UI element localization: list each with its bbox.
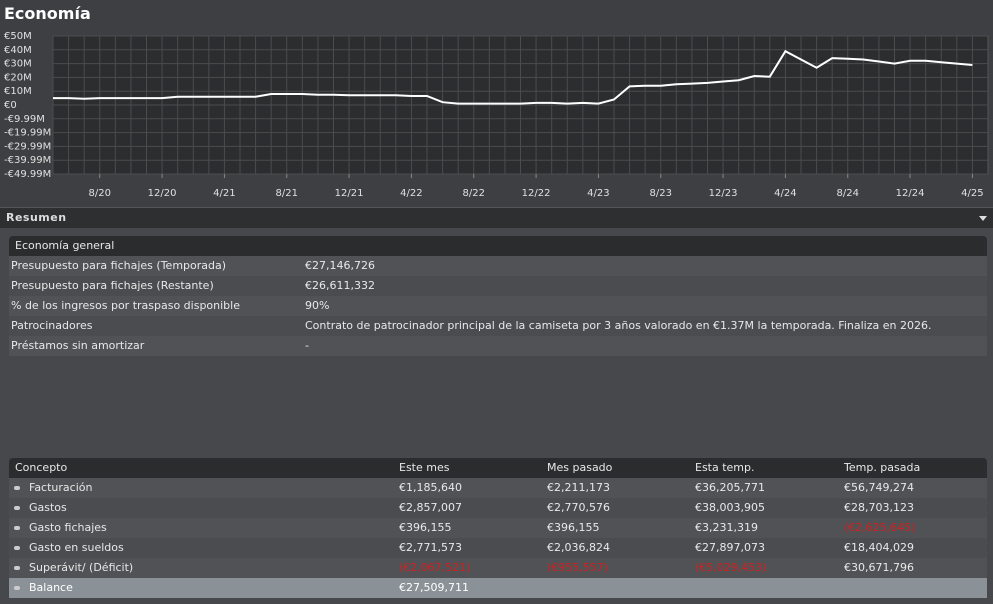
cell: Balance [29, 581, 73, 594]
page-title: Economía [4, 4, 91, 23]
cell: €2,857,007 [399, 501, 462, 514]
cell: (€955,557) [547, 561, 609, 574]
y-tick-label: -€29.99M [4, 141, 51, 152]
expand-icon [14, 526, 20, 530]
x-tick-label: 8/22 [463, 188, 485, 199]
y-tick-label: €50M [4, 31, 32, 42]
x-tick-label: 12/23 [709, 188, 738, 199]
table-header: Concepto Este mes Mes pasado Esta temp. Temp… [9, 458, 987, 478]
cell: 90% [305, 299, 330, 312]
table-row[interactable]: Gasto en sueldos €2,771,573 €2,036,824 €27,… [9, 538, 987, 558]
cell: €56,749,274 [844, 481, 914, 494]
expand-icon [14, 566, 20, 570]
table-row: Presupuesto para fichajes (Restante) €26,… [9, 276, 987, 296]
finance-table: Concepto Este mes Mes pasado Esta temp. Temp… [9, 458, 987, 598]
cell: Superávit/ (Déficit) [29, 561, 134, 574]
cell: €1,185,640 [399, 481, 462, 494]
x-tick-label: 8/21 [276, 188, 298, 199]
section-title: Resumen [6, 211, 67, 224]
cell: €2,211,173 [547, 481, 610, 494]
expand-icon [14, 486, 20, 490]
y-tick-label: €40M [4, 45, 32, 56]
x-tick-label: 4/25 [961, 188, 983, 199]
expand-icon [14, 546, 20, 550]
y-tick-label: -€49.99M [4, 169, 51, 180]
cell: €27,897,073 [695, 541, 765, 554]
cell: €26,611,332 [305, 279, 375, 292]
y-tick-label: -€19.99M [4, 128, 51, 139]
table-header: Economía general [9, 236, 987, 256]
x-tick-label: 8/20 [89, 188, 111, 199]
cell: - [305, 339, 309, 352]
header-cell: Temp. pasada [844, 461, 921, 474]
y-tick-label: -€39.99M [4, 155, 51, 166]
cell: €38,003,905 [695, 501, 765, 514]
cell: Patrocinadores [11, 319, 93, 332]
cell: Préstamos sin amortizar [11, 339, 145, 352]
table-row: Presupuesto para fichajes (Temporada) €27… [9, 256, 987, 276]
dropdown-arrow [979, 216, 987, 221]
x-tick-label: 8/24 [837, 188, 859, 199]
x-tick-label: 12/21 [335, 188, 364, 199]
cell: % de los ingresos por traspaso disponibl… [11, 299, 240, 312]
y-tick-label: -€9.99M [4, 114, 45, 125]
y-tick-label: €0 [4, 100, 17, 111]
table-row[interactable]: Superávit/ (Déficit) (€2,067,521) (€955,55… [9, 558, 987, 578]
table-row[interactable]: Facturación €1,185,640 €2,211,173 €36,205,7… [9, 478, 987, 498]
x-tick-label: 4/22 [400, 188, 422, 199]
cell: €18,404,029 [844, 541, 914, 554]
general-table: Economía general Presupuesto para fichaje… [9, 236, 987, 356]
cell: (€5,029,453) [695, 561, 767, 574]
cell: Presupuesto para fichajes (Temporada) [11, 259, 227, 272]
cell: Gasto en sueldos [29, 541, 124, 554]
cell: (€2,067,521) [399, 561, 471, 574]
panel: Economía general Presupuesto para fichaje… [0, 228, 993, 604]
table-row[interactable]: Gastos €2,857,007 €2,770,576 €38,003,905 €28… [9, 498, 987, 518]
x-tick-label: 8/23 [650, 188, 672, 199]
x-tick-label: 12/22 [522, 188, 551, 199]
cell: €396,155 [399, 521, 452, 534]
section-header[interactable]: Resumen [0, 207, 993, 228]
cell: Facturación [29, 481, 93, 494]
cell: €36,205,771 [695, 481, 765, 494]
table-row: Préstamos sin amortizar - [9, 336, 987, 356]
x-tick-label: 4/23 [587, 188, 609, 199]
cell: €27,146,726 [305, 259, 375, 272]
table-row: % de los ingresos por traspaso disponibl… [9, 296, 987, 316]
x-tick-label: 4/21 [213, 188, 235, 199]
line [53, 49, 973, 105]
cell: Contrato de patrocinador principal de la… [305, 319, 932, 332]
x-tick-label: 12/24 [896, 188, 925, 199]
y-tick-label: €10M [4, 86, 32, 97]
cell: €2,771,573 [399, 541, 462, 554]
table-row: Patrocinadores Contrato de patrocinador p… [9, 316, 987, 336]
y-tick-label: €20M [4, 72, 32, 83]
header-cell: Concepto [15, 461, 68, 474]
expand-icon [14, 506, 20, 510]
cell: €2,770,576 [547, 501, 610, 514]
cell: Presupuesto para fichajes (Restante) [11, 279, 214, 292]
cell: €2,036,824 [547, 541, 610, 554]
table-row[interactable]: Balance €27,509,711 [9, 578, 987, 598]
cell: €3,231,319 [695, 521, 758, 534]
x-tick-label: 4/24 [774, 188, 796, 199]
cell: (€2,625,645) [844, 521, 916, 534]
header-cell: Este mes [399, 461, 450, 474]
cell: €27,509,711 [399, 581, 469, 594]
x-tick-label: 12/20 [148, 188, 177, 199]
cell: €396,155 [547, 521, 600, 534]
expand-icon [14, 586, 20, 590]
header-cell: Mes pasado [547, 461, 613, 474]
cell: €28,703,123 [844, 501, 914, 514]
cell: Gasto fichajes [29, 521, 107, 534]
y-tick-label: €30M [4, 59, 32, 70]
header-cell: Economía general [15, 239, 115, 252]
table-row[interactable]: Gasto fichajes €396,155 €396,155 €3,231,319… [9, 518, 987, 538]
cell: Gastos [29, 501, 67, 514]
header-cell: Esta temp. [695, 461, 755, 474]
cell: €30,671,796 [844, 561, 914, 574]
chart: €50M €40M €30M €20M €10M €0 -€9.99M -€19.99M -€2… [4, 31, 989, 199]
